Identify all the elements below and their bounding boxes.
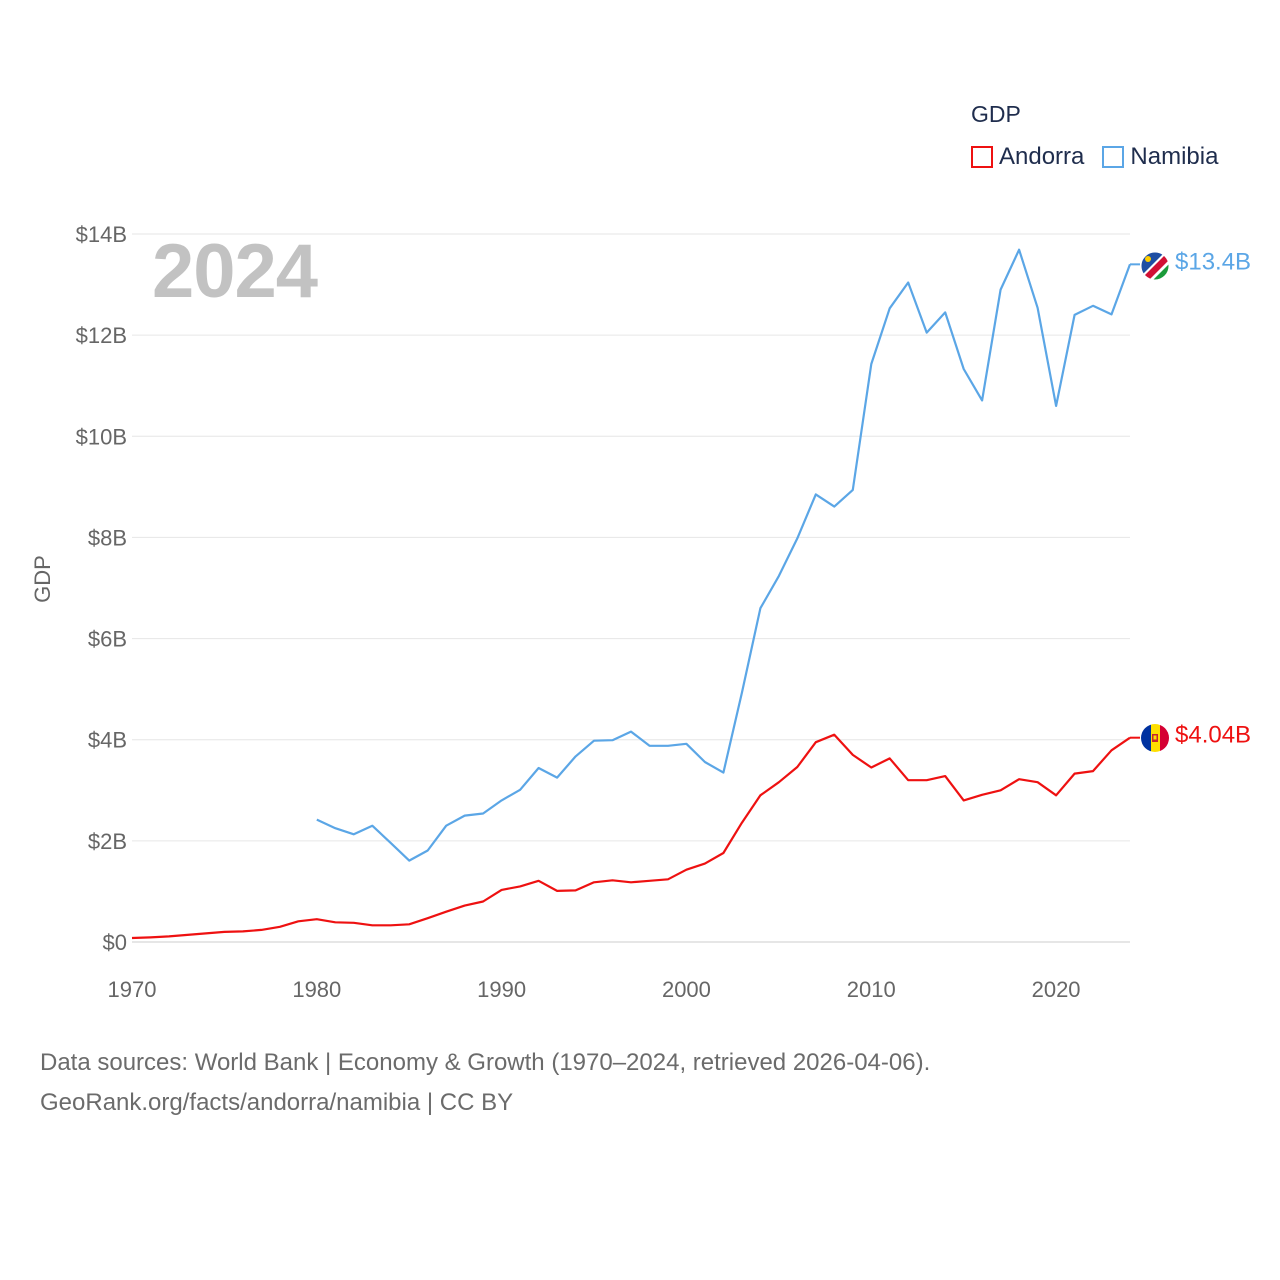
y-tick-label: $4B (88, 728, 127, 753)
namibia-flag-icon (1141, 252, 1173, 284)
x-tick-label: 1970 (108, 977, 157, 1002)
y-tick-label: $2B (88, 829, 127, 854)
legend-label-namibia: Namibia (1130, 143, 1218, 171)
y-tick-label: $10B (76, 424, 127, 449)
end-label-andorra: $4.04B (1175, 722, 1251, 749)
y-tick-label: $6B (88, 627, 127, 652)
legend-item-namibia[interactable]: Namibia (1102, 143, 1218, 171)
series-line-namibia (317, 250, 1130, 861)
legend-swatch-namibia (1102, 146, 1124, 168)
x-tick-label: 1980 (292, 977, 341, 1002)
x-tick-label: 1990 (477, 977, 526, 1002)
end-label-namibia: $13.4B (1175, 248, 1251, 275)
legend: Andorra Namibia (971, 143, 1218, 171)
x-axis-ticks: 1970 1980 1990 2000 2010 2020 (108, 977, 1081, 1002)
y-tick-label: $8B (88, 525, 127, 550)
andorra-flag-icon (1141, 724, 1170, 752)
footer-sources: Data sources: World Bank | Economy & Gro… (40, 1043, 930, 1083)
footer: Data sources: World Bank | Economy & Gro… (40, 1043, 930, 1123)
gridlines (132, 234, 1130, 942)
y-axis-ticks: $0 $2B $4B $6B $8B $10B $12B $14B (76, 222, 127, 955)
x-tick-label: 2020 (1032, 977, 1081, 1002)
legend-item-andorra[interactable]: Andorra (971, 143, 1084, 171)
x-tick-label: 2000 (662, 977, 711, 1002)
end-labels: $4.04B $13.4B (1175, 248, 1251, 748)
y-tick-label: $0 (103, 930, 127, 955)
legend-title: GDP (971, 101, 1021, 128)
year-label: 2024 (152, 228, 317, 315)
legend-swatch-andorra (971, 146, 993, 168)
y-tick-label: $12B (76, 323, 127, 348)
y-tick-label: $14B (76, 222, 127, 247)
end-markers (1141, 252, 1173, 752)
legend-label-andorra: Andorra (999, 143, 1084, 171)
series-lines (132, 250, 1140, 938)
series-line-andorra (132, 735, 1130, 938)
x-tick-label: 2010 (847, 977, 896, 1002)
footer-link[interactable]: GeoRank.org/facts/andorra/namibia | CC B… (40, 1083, 930, 1123)
y-axis-title: GDP (30, 555, 55, 603)
